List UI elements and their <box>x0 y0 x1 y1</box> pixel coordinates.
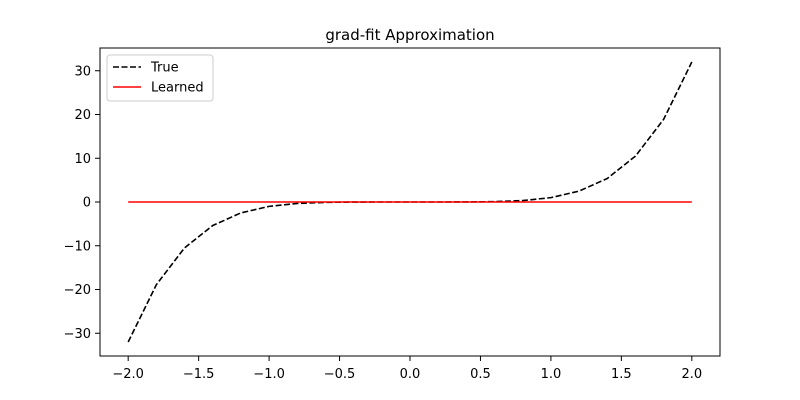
x-tick-label: −1.0 <box>253 367 285 382</box>
series-line-true <box>127 61 693 343</box>
y-tick-label: 10 <box>74 152 91 167</box>
legend-label: True <box>150 61 179 76</box>
x-axis: −2.0 −1.5 −1.0 −0.5 0.0 0.5 1.0 1.5 2.0 <box>112 356 702 382</box>
series-layer <box>127 61 693 343</box>
x-tick-label: −0.5 <box>324 367 356 382</box>
x-tick-label: 0.0 <box>400 367 421 382</box>
x-tick-label: 1.0 <box>541 367 562 382</box>
x-tick-label: 1.5 <box>611 367 632 382</box>
y-tick-label: 20 <box>74 108 91 123</box>
plot-frame <box>99 47 721 357</box>
x-tick-label: −1.5 <box>183 367 215 382</box>
legend-label: Learned <box>151 81 204 96</box>
x-tick-label: 2.0 <box>681 367 702 382</box>
legend-item-learned: Learned <box>113 81 204 96</box>
y-tick-label: −10 <box>64 239 91 254</box>
y-tick-label: 30 <box>74 64 91 79</box>
y-tick-label: −20 <box>64 283 91 298</box>
legend-item-true: True <box>113 61 179 76</box>
y-tick-label: 0 <box>83 196 91 211</box>
x-tick-label: 0.5 <box>470 367 491 382</box>
legend: True Learned <box>106 54 214 102</box>
y-tick-label: −30 <box>64 327 91 342</box>
x-tick-label: −2.0 <box>112 367 144 382</box>
chart-title: grad-fit Approximation <box>325 26 494 44</box>
y-axis: −30 −20 −10 0 10 20 30 <box>64 64 100 342</box>
